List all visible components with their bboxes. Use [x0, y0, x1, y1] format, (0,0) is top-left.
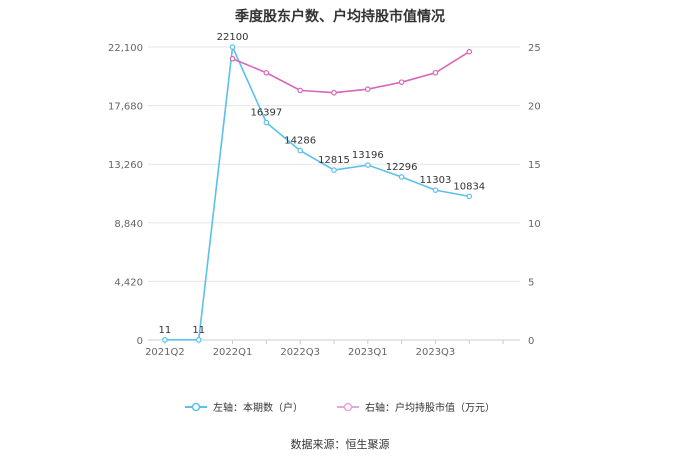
data-label: 14286 — [284, 136, 316, 147]
y-right-tick-label: 25 — [528, 43, 541, 54]
data-label: 12296 — [386, 162, 418, 173]
x-tick-label: 2023Q3 — [416, 347, 456, 358]
y-right-tick-label: 5 — [528, 277, 534, 288]
y-right-tick-label: 20 — [528, 102, 541, 113]
data-label: 11 — [159, 325, 172, 336]
data-point-left — [195, 337, 202, 343]
data-label: 16397 — [250, 108, 282, 119]
data-point-left — [229, 44, 236, 50]
y-right-tick-label: 10 — [528, 219, 541, 230]
data-label: 12815 — [318, 155, 350, 166]
y-left-tick-label: 17,680 — [108, 102, 143, 113]
y-left-tick-label: 22,100 — [108, 43, 143, 54]
data-point-left — [263, 119, 270, 126]
data-point-left — [297, 147, 303, 154]
data-point-right — [297, 87, 303, 94]
data-label: 22100 — [217, 32, 249, 43]
x-tick-label: 2022Q1 — [213, 347, 253, 358]
data-source: 数据来源：恒生聚源 — [290, 438, 390, 451]
legend: 左轴：本期数（户） 右轴：户均持股市值（万元） — [0, 399, 680, 414]
y-right-tick-label: 15 — [528, 160, 541, 171]
x-tick-label: 2023Q1 — [348, 347, 388, 358]
data-point-right — [398, 79, 405, 85]
data-point-right — [432, 69, 439, 76]
data-label: 11303 — [420, 175, 452, 186]
legend-label-right: 右轴：户均持股市值（万元） — [365, 403, 495, 414]
data-point-right — [331, 89, 337, 96]
legend-marker-right-icon — [337, 402, 359, 411]
series-line-left — [164, 44, 470, 341]
data-label: 10834 — [453, 181, 485, 192]
series-line-right — [232, 51, 470, 94]
y-left-tick-label: 0 — [137, 336, 143, 347]
data-point-right — [229, 55, 236, 62]
legend-item-left[interactable]: 左轴：本期数（户） — [185, 399, 303, 414]
legend-item-right[interactable]: 右轴：户均持股市值（万元） — [337, 399, 495, 414]
data-point-right — [263, 69, 270, 76]
y-left-tick-label: 8,840 — [114, 219, 143, 230]
y-right-tick-label: 0 — [528, 336, 534, 347]
x-tick-label: 2021Q2 — [145, 347, 185, 358]
line-chart: 0 4,420 8,840 13,260 17,680 22,100 0 5 10 15 20 25 2… — [108, 32, 541, 358]
data-point-left — [331, 167, 337, 173]
x-tick-label: 2022Q3 — [280, 347, 320, 358]
data-label: 13196 — [352, 150, 384, 161]
data-label: 11 — [192, 325, 205, 336]
data-point-right — [466, 48, 473, 55]
data-point-left — [466, 193, 473, 200]
y-left-tick-label: 13,260 — [108, 160, 143, 171]
data-point-left — [365, 162, 371, 168]
y-left-tick-label: 4,420 — [114, 277, 143, 288]
data-point-left — [432, 187, 439, 193]
data-point-right — [365, 86, 371, 92]
chart-title: 季度股东户数、户均持股市值情况 — [235, 9, 445, 25]
legend-label-left: 左轴：本期数（户） — [213, 403, 303, 414]
data-point-left — [162, 337, 168, 343]
legend-marker-left-icon — [185, 402, 207, 411]
data-point-left — [398, 174, 405, 180]
